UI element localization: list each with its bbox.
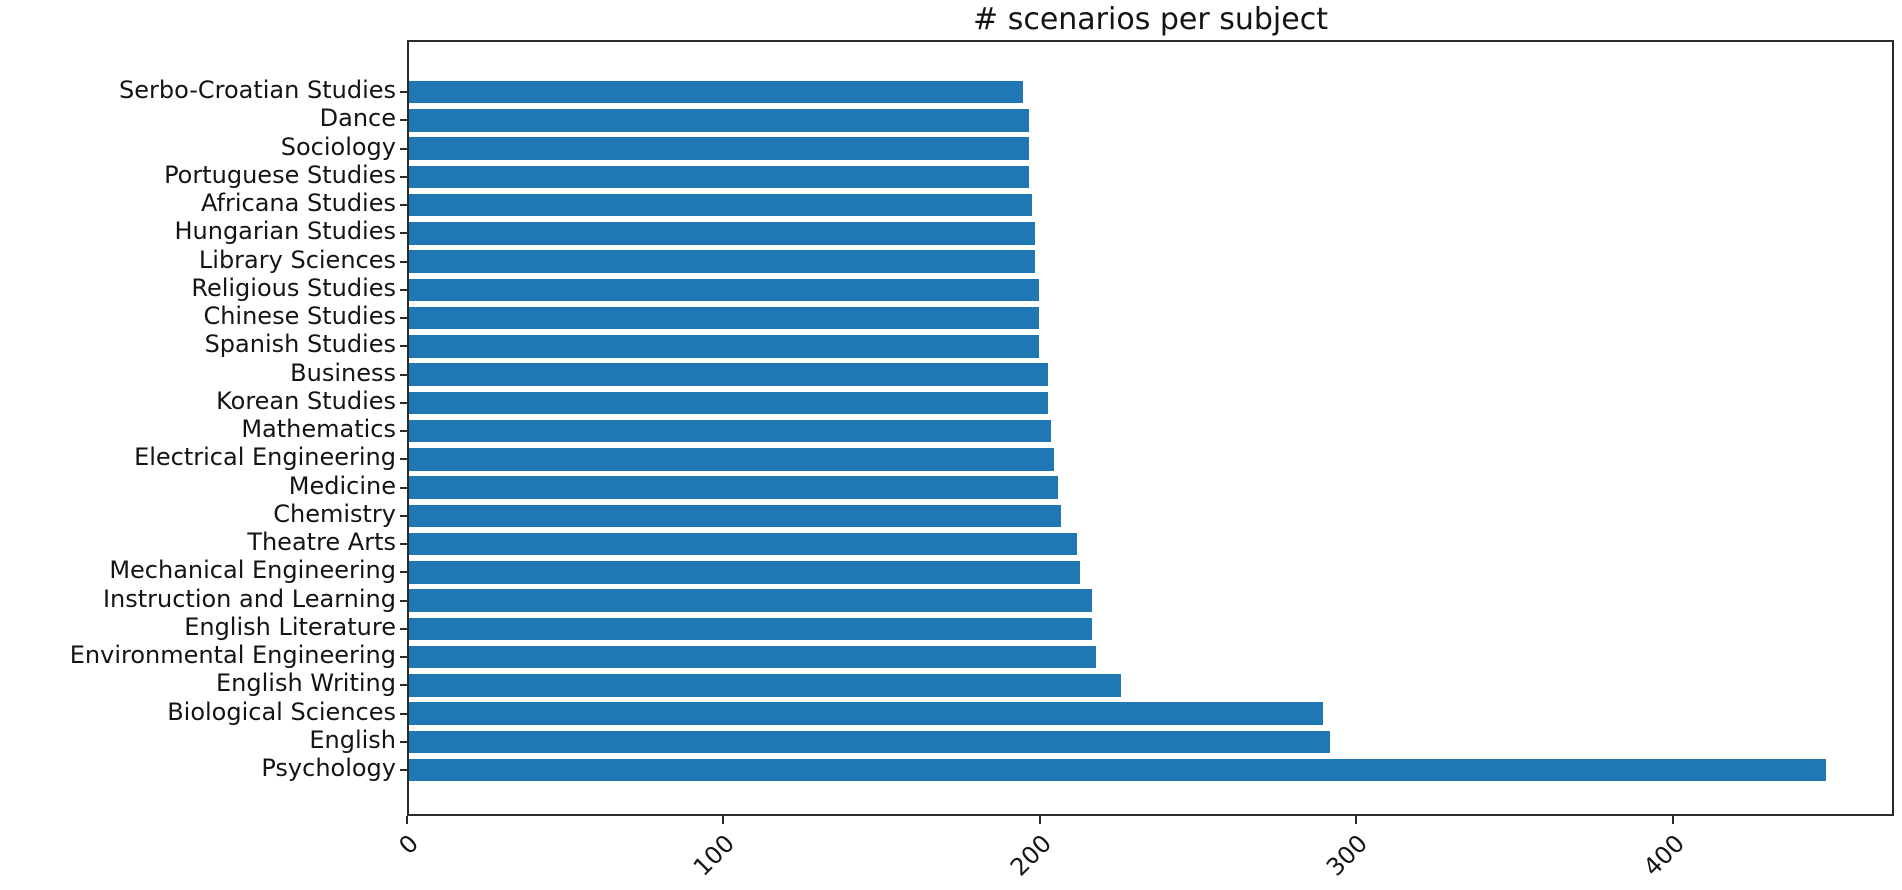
x-tick-mark xyxy=(406,816,408,824)
y-tick-label: Hungarian Studies xyxy=(174,217,396,246)
y-tick-label: Korean Studies xyxy=(216,386,396,415)
x-tick-label: 300 xyxy=(1321,829,1374,882)
bar xyxy=(409,193,1033,217)
bar xyxy=(409,532,1077,556)
bar xyxy=(409,278,1039,301)
bar xyxy=(409,476,1058,499)
y-tick-mark xyxy=(400,317,407,319)
y-tick-mark xyxy=(400,571,407,574)
x-tick-mark xyxy=(1355,816,1358,824)
bar xyxy=(409,165,1030,188)
y-tick-label: Business xyxy=(290,358,396,387)
y-tick-mark xyxy=(400,345,407,348)
x-tick-label: 0 xyxy=(393,829,425,860)
y-tick-mark xyxy=(400,684,407,687)
bar xyxy=(409,137,1030,160)
y-tick-label: English xyxy=(309,725,396,754)
y-tick-label: English Literature xyxy=(184,612,396,641)
y-tick-label: Mechanical Engineering xyxy=(109,556,396,585)
y-tick-mark xyxy=(400,232,407,235)
y-tick-label: Dance xyxy=(319,104,396,133)
chart-title: # scenarios per subject xyxy=(973,2,1328,37)
y-tick-mark xyxy=(400,119,407,122)
y-tick-mark xyxy=(400,458,407,461)
y-tick-label: Library Sciences xyxy=(198,245,396,274)
y-tick-label: Chinese Studies xyxy=(203,302,396,330)
y-tick-label: Biological Sciences xyxy=(167,697,396,726)
bar xyxy=(409,561,1080,584)
y-tick-mark xyxy=(400,373,407,376)
y-tick-mark xyxy=(400,204,407,206)
y-tick-mark xyxy=(400,514,407,517)
y-tick-mark xyxy=(400,740,407,743)
bar xyxy=(409,391,1049,414)
bar xyxy=(409,363,1049,386)
plot-area xyxy=(400,40,1894,816)
y-tick-label: Psychology xyxy=(261,754,396,782)
bar xyxy=(409,758,1827,782)
x-tick-label: 400 xyxy=(1637,829,1690,882)
y-tick-label: Spanish Studies xyxy=(204,330,396,359)
y-tick-label: Instruction and Learning xyxy=(102,584,396,613)
bar xyxy=(409,702,1324,725)
x-tick-mark xyxy=(1038,816,1041,824)
y-tick-label: English Writing xyxy=(216,669,396,698)
y-tick-label: Electrical Engineering xyxy=(134,443,396,472)
y-tick-label: Medicine xyxy=(288,471,396,500)
x-tick-label: 100 xyxy=(688,829,741,882)
bar xyxy=(409,80,1023,104)
y-tick-mark xyxy=(400,430,407,432)
y-tick-mark xyxy=(400,712,407,715)
x-tick-mark xyxy=(722,816,725,824)
bar xyxy=(409,250,1036,273)
x-tick-mark xyxy=(1671,816,1674,824)
bar xyxy=(409,645,1096,669)
bar xyxy=(409,730,1330,753)
y-tick-mark xyxy=(400,91,407,93)
y-tick-mark xyxy=(400,486,407,489)
bar xyxy=(409,504,1061,527)
y-tick-mark xyxy=(400,656,407,658)
bar xyxy=(409,617,1093,640)
y-tick-mark xyxy=(400,147,407,150)
y-tick-mark xyxy=(400,543,407,545)
x-tick-label: 200 xyxy=(1004,829,1057,882)
y-tick-label: Sociology xyxy=(280,132,396,161)
y-tick-label: Mathematics xyxy=(241,415,396,443)
bar xyxy=(409,419,1052,443)
y-tick-label: Chemistry xyxy=(273,499,396,528)
y-tick-label: Serbo-Croatian Studies xyxy=(118,76,396,104)
bar xyxy=(409,222,1036,245)
y-tick-mark xyxy=(400,627,407,630)
y-tick-mark xyxy=(400,401,407,404)
y-tick-label: Theatre Arts xyxy=(247,528,396,556)
y-tick-mark xyxy=(400,599,407,602)
y-tick-label: Africana Studies xyxy=(200,189,396,217)
bar xyxy=(409,448,1055,471)
y-tick-mark xyxy=(400,260,407,263)
bar xyxy=(409,589,1093,612)
bar xyxy=(409,335,1039,358)
y-tick-mark xyxy=(400,769,407,771)
y-tick-label: Portuguese Studies xyxy=(164,160,396,189)
y-tick-mark xyxy=(400,175,407,178)
y-tick-mark xyxy=(400,288,407,291)
y-tick-label: Religious Studies xyxy=(191,273,396,302)
bar xyxy=(409,306,1039,330)
y-tick-label: Environmental Engineering xyxy=(69,641,396,669)
bar xyxy=(409,674,1121,697)
bar xyxy=(409,109,1030,132)
